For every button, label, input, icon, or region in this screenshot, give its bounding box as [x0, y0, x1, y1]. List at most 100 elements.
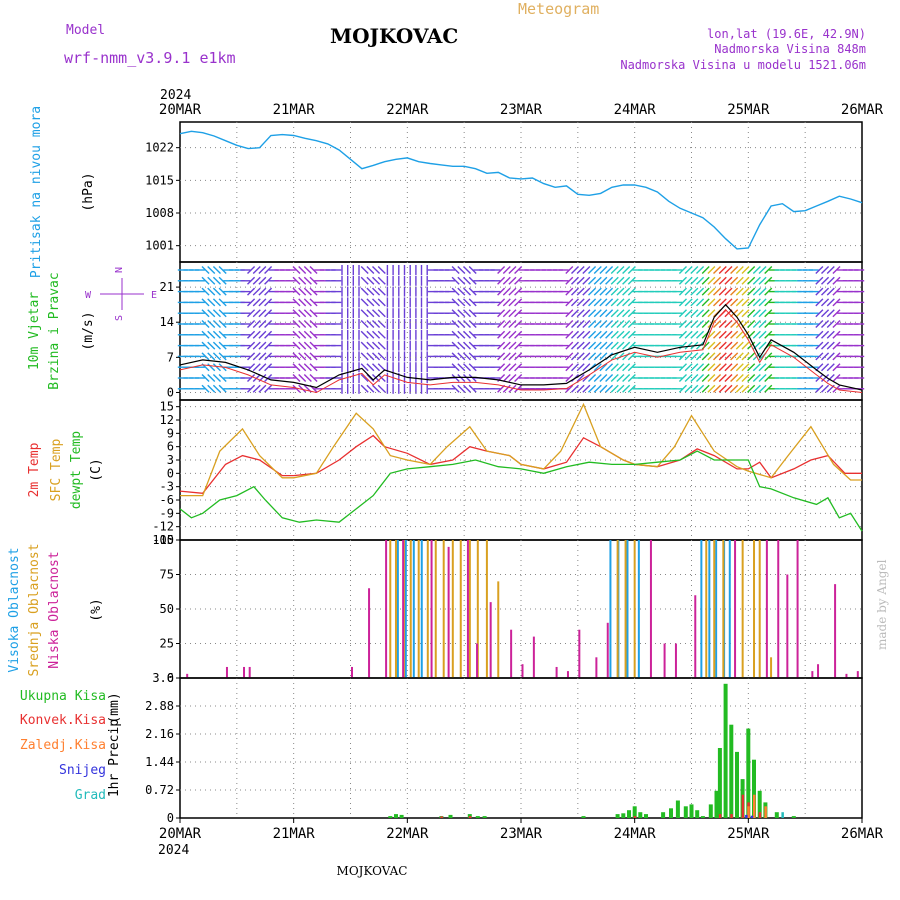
wind-barb [730, 384, 739, 393]
wind-barb [497, 276, 506, 285]
wind-barb [696, 266, 705, 274]
wind-barb [713, 266, 722, 274]
wind-barb [218, 287, 227, 296]
temperature-ytick-label: 6 [167, 440, 174, 454]
wind-barb [610, 374, 619, 382]
wind-barb [684, 276, 693, 285]
wind-barb [264, 298, 273, 307]
wind-barb [724, 341, 733, 350]
wind-barb [451, 276, 460, 285]
wind-barb [730, 352, 739, 361]
wind-barb [610, 309, 619, 318]
wind-barb [735, 266, 744, 274]
wind-barb [565, 330, 574, 339]
wind-barb [593, 276, 602, 285]
wind-barb [707, 330, 716, 339]
wind-barb [758, 384, 767, 393]
wind-barb [366, 287, 375, 296]
wind-barb [610, 276, 619, 285]
wind-barb [588, 330, 597, 339]
wind-barb [832, 266, 841, 274]
wind-barb [701, 276, 710, 285]
wind-barb [303, 352, 312, 361]
wind-barb [696, 276, 705, 285]
wind-barb [502, 287, 511, 296]
bottom-year-label: 2024 [158, 843, 189, 858]
precip-bar [632, 806, 637, 818]
wind-barb [616, 363, 625, 372]
precip-bar [729, 724, 734, 818]
wind-barb [599, 276, 608, 285]
wind-barb [821, 330, 830, 339]
wind-barb [707, 298, 716, 307]
precip-bar [388, 816, 393, 818]
wind-barb [292, 287, 301, 296]
wind-barb [690, 352, 699, 361]
wind-barb [627, 363, 636, 372]
bottom-date-tick: 22MAR [386, 826, 429, 842]
wind-barb [696, 374, 705, 382]
wind-barb [576, 276, 585, 285]
wind-barb [599, 330, 608, 339]
wind-barb [565, 352, 574, 361]
wind-barb [718, 330, 727, 339]
wind-barb [752, 330, 761, 339]
wind-barb [508, 276, 517, 285]
wind-barb [622, 309, 631, 318]
wind-barb [588, 320, 597, 328]
temp-sfc-label: SFC Temp [49, 439, 64, 502]
wind-barb [605, 287, 614, 296]
precip-bar [747, 806, 750, 818]
wind-barb [247, 320, 256, 328]
wind-barb [588, 309, 597, 318]
wind-barb [463, 287, 471, 296]
wind-barb [826, 287, 835, 296]
wind-barb [298, 384, 307, 393]
wind-barb [582, 266, 591, 274]
temp-line-1 [180, 402, 862, 497]
wind-barb [252, 330, 261, 339]
wind-barb [377, 266, 386, 274]
wind-barb [588, 384, 597, 393]
wind-barb [451, 298, 460, 307]
wind-barb [747, 320, 756, 328]
precip-ytick-label: 2.16 [145, 727, 174, 741]
wind-barb [735, 341, 744, 350]
wind-barb [826, 298, 835, 307]
wind-barb [758, 276, 767, 285]
cloud-unit-label: (%) [89, 598, 104, 621]
wind-barb [696, 384, 705, 393]
wind-barb [832, 276, 841, 285]
temperature-ytick-label: -15 [152, 533, 174, 547]
wind-barb [252, 320, 261, 328]
wind-barb [360, 287, 369, 296]
top-date-axis: 20MAR 21MAR 22MAR 23MAR 24MAR 25MAR 26MAR [159, 102, 884, 118]
wind-barb [815, 287, 824, 296]
wind-barb [207, 363, 216, 372]
wind-barb [463, 276, 471, 285]
wind-barb [252, 309, 261, 318]
wind-barb [366, 276, 375, 285]
precip-legend-item: Ukupna Kisa [20, 689, 106, 704]
wind-barb [599, 309, 608, 318]
wind-barb [588, 341, 597, 350]
wind-barb [701, 298, 710, 307]
wind-barb [252, 298, 261, 307]
wind-barb [832, 309, 841, 318]
wind-barb [690, 266, 699, 274]
wind-barb [247, 309, 256, 318]
wind-barb [366, 266, 375, 274]
wind-barb [821, 320, 830, 328]
wind-barb [616, 287, 625, 296]
wind-barb [826, 363, 835, 372]
wind-barb [372, 287, 381, 296]
wind-barb [684, 287, 693, 296]
wind-barb [730, 266, 739, 274]
precip-bar [714, 790, 719, 818]
wind-barb [207, 352, 216, 361]
wind-barb [360, 374, 369, 382]
wind-barb [565, 341, 574, 350]
wind-barb [298, 320, 307, 328]
wind-barb [764, 298, 773, 307]
wind-barb [593, 374, 602, 382]
